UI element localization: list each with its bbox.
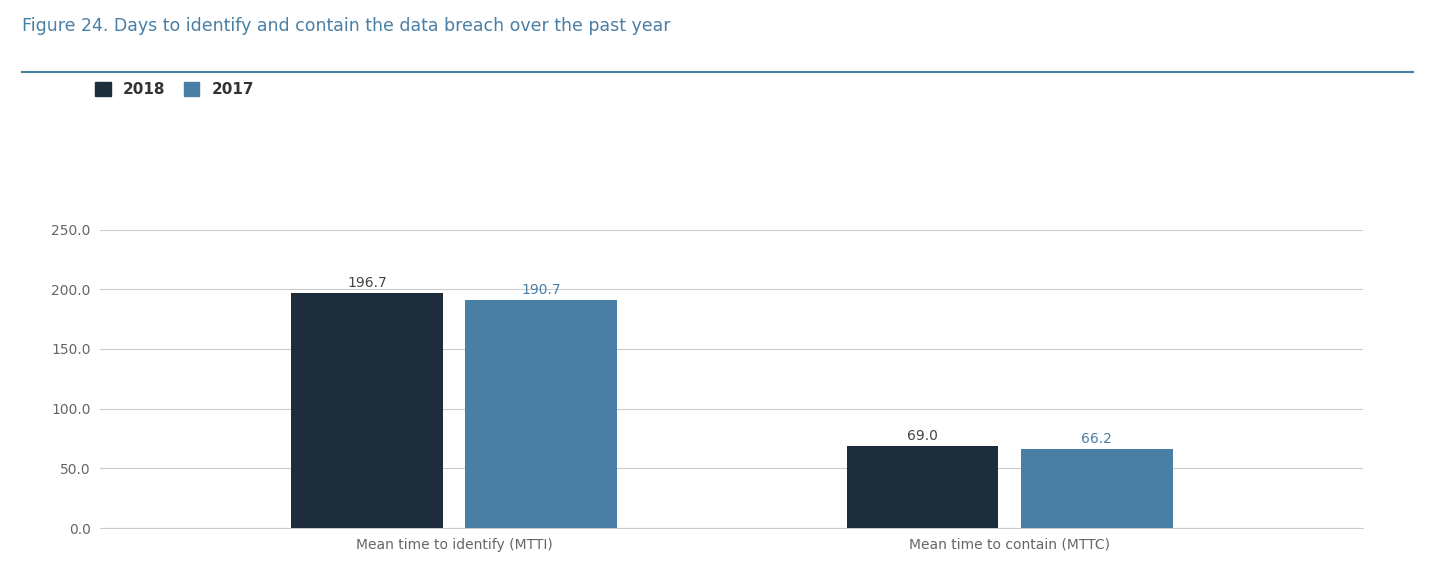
Legend: 2018, 2017: 2018, 2017 (96, 82, 254, 97)
Text: 66.2: 66.2 (1082, 432, 1112, 446)
Text: 190.7: 190.7 (521, 284, 561, 297)
Bar (465, 300, 617, 528)
Bar (1022, 449, 1172, 528)
Text: 69.0: 69.0 (907, 429, 938, 443)
Bar (847, 445, 999, 528)
Text: Figure 24. Days to identify and contain the data breach over the past year: Figure 24. Days to identify and contain … (22, 17, 670, 35)
Bar (291, 293, 442, 528)
Text: 196.7: 196.7 (347, 276, 387, 290)
